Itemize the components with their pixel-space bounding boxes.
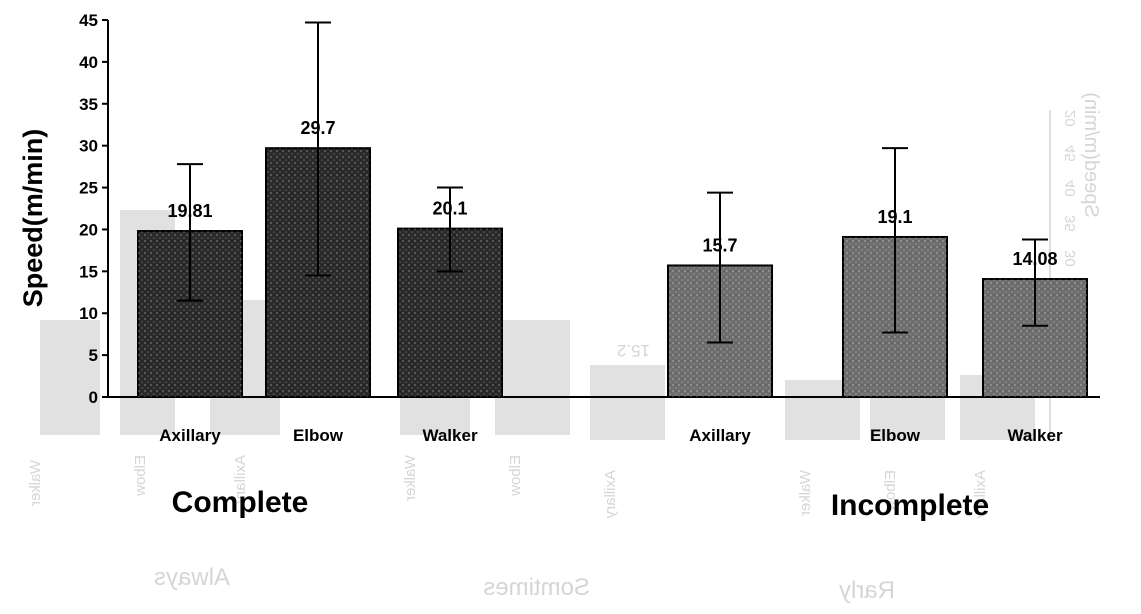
ghost-bar-label: Walker (402, 455, 419, 501)
y-tick-label: 15 (79, 262, 98, 281)
y-tick-label: 45 (79, 11, 98, 30)
ghost-bar-label: Axillary (602, 470, 619, 519)
ghost-bar-label: Walker (27, 460, 44, 506)
ghost-bar-label: Elbow (132, 455, 149, 496)
y-tick-label: 0 (89, 388, 98, 407)
ghost-bar (40, 320, 100, 435)
y-tick-label: 5 (89, 346, 98, 365)
error-bars (177, 21, 1048, 344)
ghost-bar-label: Axillary (232, 455, 249, 504)
category-label: Walker (422, 426, 478, 445)
y-tick-label: 40 (79, 53, 98, 72)
ghost-tick: 40 (1062, 180, 1079, 197)
y-tick-label: 35 (79, 95, 98, 114)
y-tick-label: 20 (79, 220, 98, 239)
category-label: Elbow (870, 426, 921, 445)
ghost-value-label: 15.2 (617, 341, 650, 360)
y-tick-label: 25 (79, 179, 98, 198)
ghost-bar (495, 320, 570, 435)
y-ticks: 0 5 10 15 20 25 30 35 40 45 (79, 11, 108, 407)
ghost-axis-label: Speed(m/min) (1080, 92, 1102, 218)
y-tick-label: 30 (79, 137, 98, 156)
category-label: Axillary (689, 426, 751, 445)
ghost-group-label: Somtimes (483, 574, 590, 601)
y-axis-label: Speed(m/min) (18, 129, 48, 308)
ghost-tick: 20 (1062, 110, 1079, 127)
category-label: Elbow (293, 426, 344, 445)
data-label: 29.7 (300, 118, 335, 138)
ghost-bar-label: Elbow (882, 470, 899, 511)
category-label: Walker (1007, 426, 1063, 445)
data-label: 19.1 (877, 207, 912, 227)
data-label: 20.1 (432, 199, 467, 219)
y-tick-label: 10 (79, 304, 98, 323)
group-label-complete: Complete (172, 486, 309, 519)
ghost-bar (590, 365, 665, 440)
data-labels: 19.81 29.7 20.1 15.7 19.1 14.08 (167, 118, 1057, 269)
data-label: 15.7 (702, 235, 737, 255)
category-labels: Axillary Elbow Walker Axillary Elbow Walker (159, 426, 1063, 445)
category-label: Axillary (159, 426, 221, 445)
ghost-group-label: Always (154, 564, 230, 591)
ghost-tick: 30 (1062, 250, 1079, 267)
ghost-group-label: Rarly (839, 577, 895, 604)
data-label: 14.08 (1012, 249, 1057, 269)
bars (137, 147, 1088, 399)
ghost-tick: 35 (1062, 215, 1079, 232)
ghost-bar-label: Walker (797, 470, 814, 516)
data-label: 19.81 (167, 201, 212, 221)
ghost-tick: 45 (1062, 145, 1079, 162)
ghost-bar-label: Axillary (972, 470, 989, 519)
group-label-incomplete: Incomplete (831, 489, 989, 522)
ghost-bar-label: Elbow (507, 455, 524, 496)
